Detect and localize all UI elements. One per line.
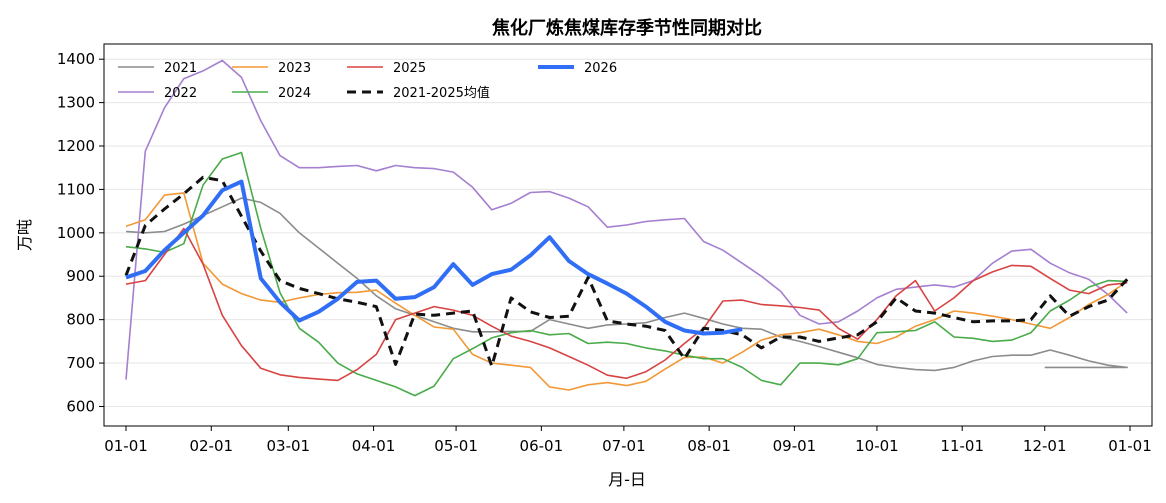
x-tick-label: 08-01 xyxy=(687,437,731,455)
y-tick-label: 600 xyxy=(66,397,95,415)
y-tick-label: 1200 xyxy=(57,137,95,155)
series-line-4 xyxy=(125,227,1128,382)
x-tick-label: 09-01 xyxy=(773,437,817,455)
y-axis-ticks: 600 700 800 900 1000 1100 1200 1300 1400 xyxy=(57,50,104,415)
x-tick-label: 04-01 xyxy=(352,437,396,455)
x-tick-label: 05-01 xyxy=(434,437,478,455)
x-tick-label: 03-01 xyxy=(266,437,310,455)
y-tick-label: 1300 xyxy=(57,94,95,112)
series-layer xyxy=(124,59,1129,397)
chart-title: 焦化厂炼焦煤库存季节性同期对比 xyxy=(491,17,762,39)
plot-frame xyxy=(103,43,1153,427)
legend-label-3: 2024 xyxy=(278,86,311,101)
legend-label-2: 2023 xyxy=(278,61,311,76)
x-tick-label: 01-01 xyxy=(104,437,148,455)
series-line-6 xyxy=(125,179,743,336)
series-line-0 xyxy=(125,197,1128,372)
y-tick-label: 1400 xyxy=(57,50,95,68)
legend-label-5: 2021-2025均值 xyxy=(393,85,490,101)
y-tick-label: 900 xyxy=(66,267,95,285)
x-tick-label: 06-01 xyxy=(520,437,564,455)
legend-label-1: 2022 xyxy=(164,86,197,101)
legend-label-6: 2026 xyxy=(584,61,617,76)
x-tick-label: 02-01 xyxy=(189,437,233,455)
x-axis-title: 月-日 xyxy=(608,470,646,489)
x-tick-label: 10-01 xyxy=(855,437,899,455)
y-tick-label: 700 xyxy=(66,354,95,372)
legend: 2021 2022 2023 2024 2025 2021-2025均值 2026 xyxy=(118,61,617,101)
legend-label-0: 2021 xyxy=(164,61,197,76)
y-axis-title: 万吨 xyxy=(15,219,34,251)
series-line-5 xyxy=(124,175,1129,368)
x-tick-label: 07-01 xyxy=(602,437,646,455)
y-tick-label: 1100 xyxy=(57,180,95,198)
x-tick-label: 11-01 xyxy=(940,437,984,455)
y-tick-label: 1000 xyxy=(57,224,95,242)
legend-label-4: 2025 xyxy=(393,61,426,76)
y-tick-label: 800 xyxy=(66,311,95,329)
x-tick-label: 12-01 xyxy=(1023,437,1067,455)
series-line-1 xyxy=(125,59,1128,380)
grid-lines xyxy=(104,58,1152,407)
x-axis-ticks: 01-01 02-01 03-01 04-01 05-01 06-01 07-01 08-01… xyxy=(104,426,1152,455)
x-tick-label: 01-01 xyxy=(1108,437,1152,455)
series-line-2 xyxy=(125,192,1128,391)
